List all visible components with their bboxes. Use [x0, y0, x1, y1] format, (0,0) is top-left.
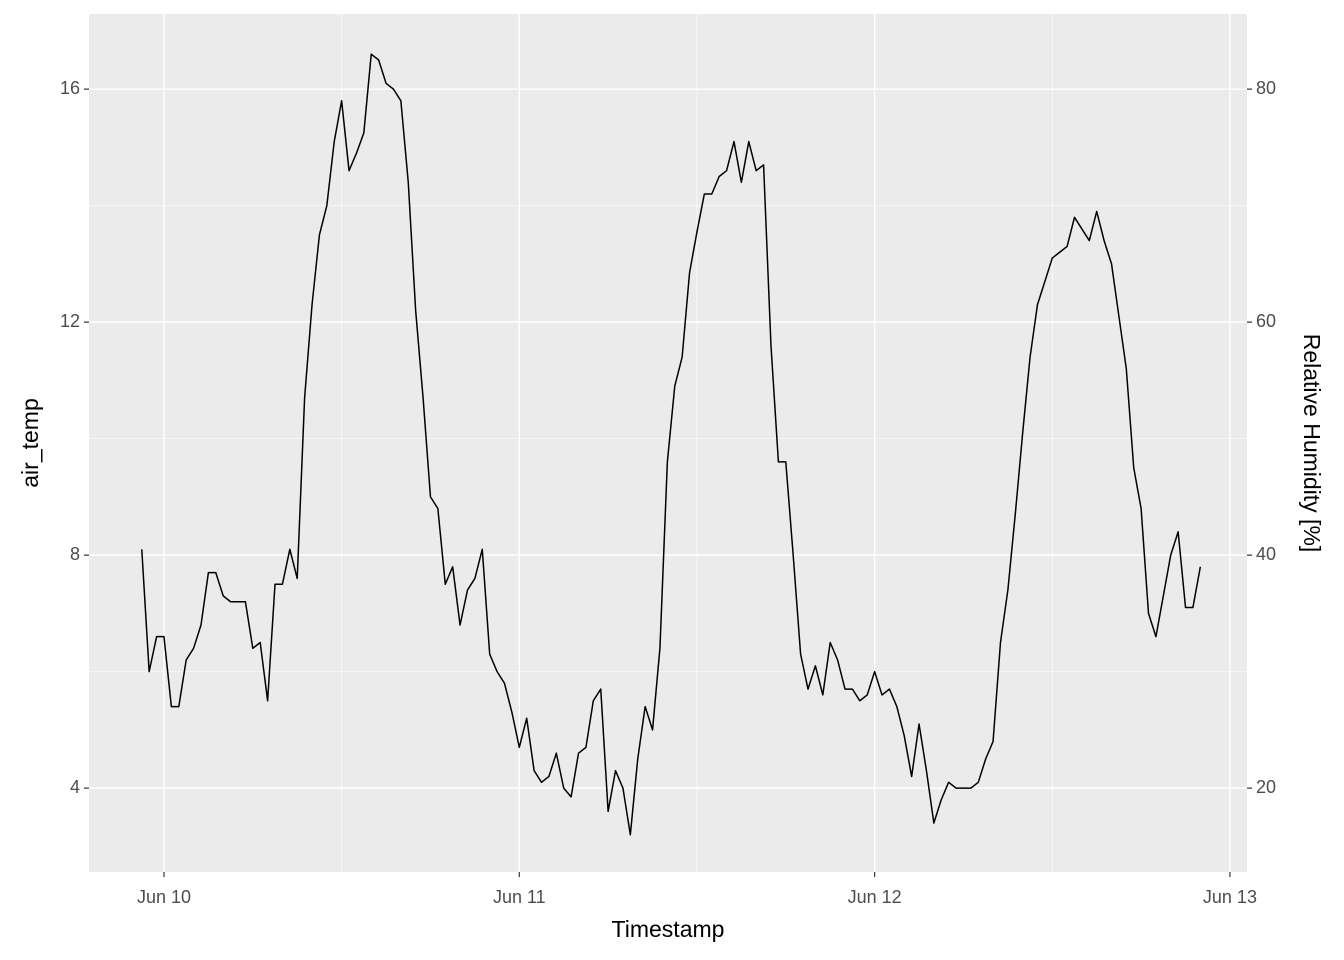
x-tick-label: Jun 11	[493, 887, 546, 907]
x-tick-label: Jun 12	[848, 887, 902, 907]
y-tick-label: 8	[70, 544, 80, 564]
x-axis-title: Timestamp	[612, 916, 725, 942]
panel-background	[89, 14, 1247, 872]
y2-tick-label: 20	[1256, 777, 1276, 797]
y2-tick-label: 60	[1256, 311, 1276, 331]
y-axis-title: air_temp	[17, 398, 43, 487]
y-tick-label: 16	[60, 78, 80, 98]
y-tick-label: 4	[70, 777, 80, 797]
y-tick-label: 12	[60, 311, 80, 331]
x-tick-label: Jun 13	[1203, 887, 1257, 907]
y2-axis-title: Relative Humidity [%]	[1299, 334, 1325, 553]
x-tick-label: Jun 10	[137, 887, 191, 907]
data-line	[141, 53, 1202, 836]
y2-tick-label: 80	[1256, 78, 1276, 98]
y2-tick-label: 40	[1256, 544, 1276, 564]
